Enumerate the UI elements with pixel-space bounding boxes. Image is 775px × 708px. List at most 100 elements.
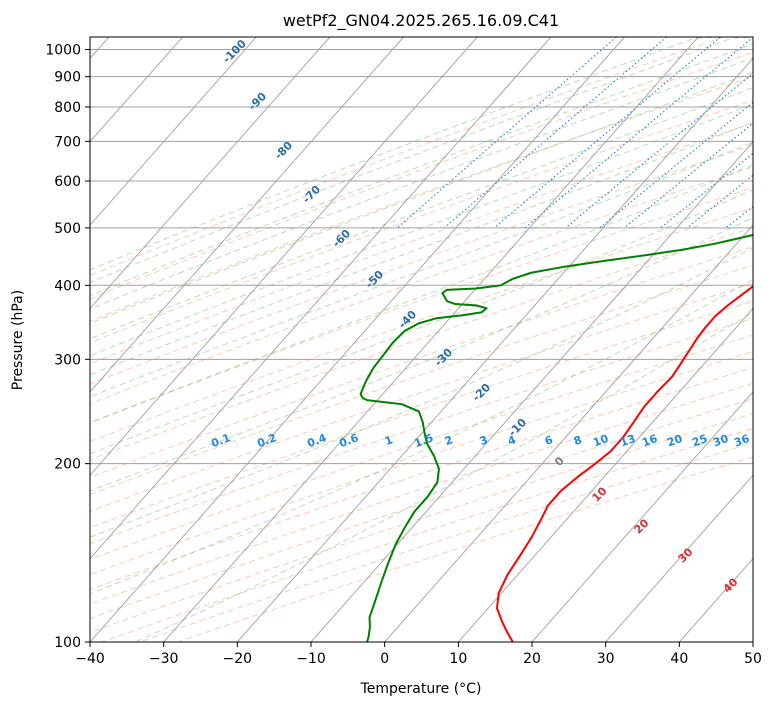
- x-tick-label: 30: [597, 651, 615, 667]
- dry-adiabat-label: -50: [363, 268, 386, 291]
- x-tick-label: −10: [296, 651, 326, 667]
- isotherm: [531, 391, 753, 642]
- isotherm: [90, 37, 404, 393]
- dry-adiabat: [90, 76, 753, 322]
- isotherm: [90, 37, 257, 226]
- moist-adiabat: [90, 57, 753, 310]
- mixing-ratio-line: [565, 72, 753, 229]
- isotherm: [90, 37, 625, 642]
- mixing-ratio-label: 10: [591, 432, 610, 450]
- x-tick-label: 20: [523, 651, 541, 667]
- y-tick-label: 400: [54, 278, 81, 294]
- mixing-ratio-line: [599, 101, 753, 229]
- mixing-ratio-label: 0.4: [305, 431, 328, 450]
- dry-adiabat: [90, 144, 753, 385]
- plot-frame: [89, 36, 754, 643]
- isotherm: [90, 37, 552, 560]
- series-layer: [359, 233, 753, 642]
- isotherm: [90, 37, 478, 477]
- dry-adiabat: [90, 300, 753, 529]
- moist-adiabat: [90, 121, 753, 376]
- isotherm: [163, 37, 699, 642]
- dry-adiabat: [90, 382, 753, 605]
- moist-adiabat: [90, 164, 753, 424]
- dry-adiabat-label: -80: [272, 139, 295, 162]
- mixing-ratio-label: 13: [618, 432, 637, 449]
- isotherm: [310, 141, 753, 642]
- dry-adiabat: [90, 350, 753, 576]
- isotherm: [457, 307, 753, 642]
- mixing-ratio-line: [397, 37, 617, 229]
- mixing-ratio-line: [524, 37, 753, 229]
- x-axis-label: Temperature (°C): [360, 681, 482, 697]
- moist-adiabat: [90, 37, 723, 271]
- background-lines: [90, 37, 775, 642]
- mixing-ratio-label: 1: [383, 433, 395, 448]
- mixing-ratio-label: 25: [690, 432, 709, 449]
- isotherm: [752, 641, 753, 642]
- mixing-ratio-line: [623, 122, 753, 229]
- x-tick-label: 10: [449, 651, 467, 667]
- x-tick-label: 0: [380, 651, 389, 667]
- mixing-ratio-label: 0.6: [337, 431, 360, 450]
- isotherm: [90, 37, 183, 143]
- dry-adiabat: [90, 37, 724, 277]
- dry-adiabat: [90, 282, 753, 512]
- moist-adiabat: [90, 71, 753, 324]
- moist-adiabat: [134, 311, 753, 642]
- moist-adiabat: [90, 103, 753, 357]
- dry-adiabat-label: -30: [432, 346, 455, 369]
- x-tick-label: −20: [223, 651, 253, 667]
- mixing-ratio-label: 0.2: [255, 431, 278, 450]
- dry-adiabat-label: -20: [470, 381, 493, 404]
- mixing-ratio-label: 20: [665, 432, 684, 450]
- dry-adiabat: [90, 166, 753, 405]
- y-tick-label: 100: [54, 635, 81, 651]
- dry-adiabat: [90, 246, 753, 478]
- mixing-ratio-line: [660, 152, 753, 229]
- dry-adiabat-label: -70: [300, 183, 323, 206]
- mixing-ratio-label: 36: [732, 432, 751, 450]
- dry-adiabat: [90, 122, 753, 365]
- dewpoint-line: [359, 233, 753, 642]
- y-tick-label: 300: [54, 352, 81, 368]
- x-axis: −40 −30 −20 −10 0 10 20 30 40 50: [75, 642, 762, 667]
- moist-adiabat: [90, 189, 753, 455]
- mixing-ratio-label: 4: [506, 433, 518, 448]
- dry-adiabat: [90, 367, 753, 591]
- dry-adiabat-label: 0: [552, 454, 567, 469]
- chart-title: wetPf2_GN04.2025.265.16.09.C41: [283, 11, 559, 31]
- y-axis-label: Pressure (hPa): [10, 290, 26, 390]
- mixing-ratio-line: [754, 37, 775, 228]
- y-axis: 100 200 300 400 500 600 700 800 900 1000: [45, 43, 90, 651]
- dry-adiabat: [90, 187, 753, 424]
- y-tick-label: 700: [54, 134, 81, 150]
- dry-adiabat: [101, 427, 753, 642]
- mixing-ratio-label: 8: [572, 433, 584, 448]
- iso-labels: -100-90-80-70-60-50-40-30-20-10010203040…: [209, 37, 751, 596]
- dry-adiabat: [90, 207, 753, 443]
- y-tick-label: 500: [54, 221, 81, 237]
- mixing-ratio-label: 16: [640, 432, 659, 450]
- mixing-ratio-label: 0.1: [209, 431, 232, 450]
- dry-adiabat: [90, 317, 753, 545]
- dry-adiabat-label: -60: [330, 227, 353, 250]
- isotherm: [384, 224, 753, 642]
- mixing-ratio-label: 30: [711, 432, 730, 450]
- moist-adiabat: [90, 141, 753, 398]
- dry-adiabat-label: 30: [676, 545, 696, 565]
- mixing-ratio-line: [493, 37, 721, 229]
- mixing-ratio-label: 6: [543, 433, 555, 448]
- moist-adiabat: [90, 86, 753, 340]
- mixing-ratio-line: [443, 37, 668, 229]
- grid-lines: [90, 37, 753, 642]
- y-tick-label: 600: [54, 174, 81, 190]
- x-tick-label: −40: [75, 651, 105, 667]
- x-tick-label: 50: [744, 651, 762, 667]
- moist-adiabat: [90, 247, 753, 538]
- y-tick-label: 1000: [45, 43, 81, 59]
- mixing-ratio-label: 1.5: [412, 431, 435, 450]
- y-tick-label: 200: [54, 457, 81, 473]
- y-tick-label: 900: [54, 70, 81, 86]
